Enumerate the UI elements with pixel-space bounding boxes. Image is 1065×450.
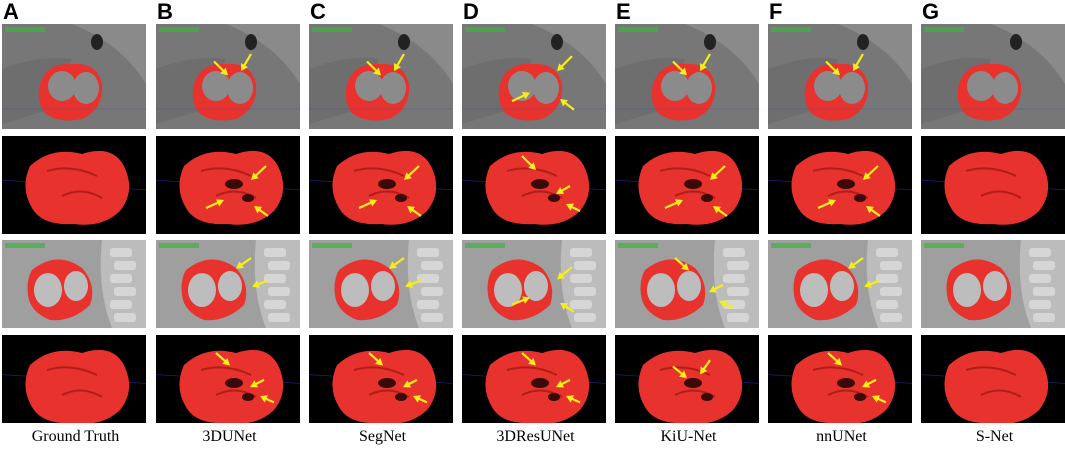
error-arrow [403,378,418,388]
error-arrow [556,185,571,194]
ct-slice-sagittal [768,240,912,328]
ct-slice-axial [768,24,912,129]
error-arrow [405,279,422,288]
error-arrow [511,296,530,306]
error-arrow [557,266,573,280]
error-arrow [713,206,728,217]
panel-label: B [157,0,173,24]
error-arrow [866,206,881,217]
error-arrow [557,55,573,72]
error-arrow [521,155,536,170]
error-arrow [389,257,405,269]
error-arrow [368,352,383,366]
error-arrow [719,300,734,309]
error-arrow [521,352,536,366]
error-arrow [710,165,726,180]
error-arrow [560,99,575,111]
render-3d-bottom [768,335,912,423]
render-3d-top [768,136,912,234]
render-3d-bottom [2,335,146,423]
column-caption: 3DResUNet [496,428,575,445]
error-arrow [566,395,581,404]
panel-label: F [769,0,783,24]
column-caption: KiU-Net [660,428,717,445]
error-arrow [213,60,228,76]
error-arrow [817,199,836,210]
error-arrow [358,199,377,210]
error-arrow [863,165,879,180]
render-3d-bottom [615,335,759,423]
ct-slice-sagittal [921,240,1065,328]
render-3d-top [309,136,453,234]
panel-label: C [310,0,326,24]
render-3d-top [156,136,300,234]
error-arrow [260,395,275,404]
error-arrow [252,279,269,288]
error-arrow [560,302,575,313]
render-3d-top [2,136,146,234]
error-arrow [404,165,420,180]
error-arrow [215,352,230,366]
column-caption: nnUNet [816,428,867,445]
error-arrow [407,206,422,217]
error-arrow [236,257,252,269]
ct-slice-sagittal [309,240,453,328]
panel-label: A [3,0,19,24]
error-arrow [825,60,840,76]
error-arrow [672,60,687,76]
error-arrow [394,53,405,72]
error-arrow [251,165,267,180]
error-arrow [241,53,252,72]
error-arrow [413,395,428,404]
error-arrow [862,378,877,388]
render-3d-top [462,136,606,234]
render-3d-bottom [309,335,453,423]
error-arrow [848,257,864,269]
error-arrow [664,199,683,210]
ct-slice-axial [615,24,759,129]
error-arrow [556,378,571,388]
ct-slice-sagittal [615,240,759,328]
panel-label: E [616,0,631,24]
error-arrow [674,257,689,271]
error-arrow [250,378,265,388]
error-arrow [700,359,711,375]
error-arrow [672,365,687,379]
error-arrow [254,206,269,217]
error-arrow [511,91,530,103]
ct-slice-sagittal [462,240,606,328]
error-arrow [864,279,881,288]
ct-slice-axial [921,24,1065,129]
error-arrow [827,352,842,366]
render-3d-bottom [921,335,1065,423]
error-arrow [853,53,864,72]
column-caption: 3DUNet [202,428,257,445]
error-arrow [700,53,711,72]
error-arrow [366,60,381,76]
column-caption: SegNet [358,428,407,445]
render-3d-bottom [156,335,300,423]
panel-label: D [463,0,479,24]
ct-slice-axial [462,24,606,129]
render-3d-top [615,136,759,234]
panel-label: G [922,0,940,24]
error-arrow [709,283,724,293]
error-arrow [566,203,581,212]
render-3d-bottom [462,335,606,423]
error-arrow [205,199,224,210]
ct-slice-axial [156,24,300,129]
ct-slice-sagittal [2,240,146,328]
column-caption: Ground Truth [31,428,120,445]
column-caption: S-Net [975,428,1014,445]
render-3d-top [921,136,1065,234]
ct-slice-axial [2,24,146,129]
ct-slice-axial [309,24,453,129]
ct-slice-sagittal [156,240,300,328]
error-arrow [872,395,887,404]
